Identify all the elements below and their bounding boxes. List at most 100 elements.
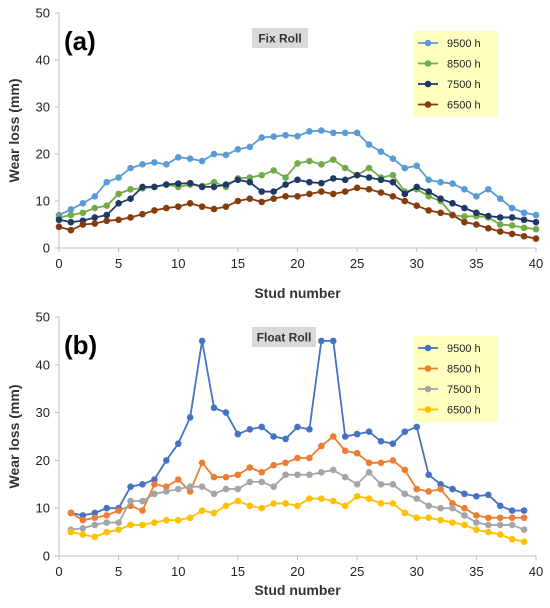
- y-tick-label: 30: [36, 405, 50, 420]
- data-point: [306, 178, 313, 186]
- x-tick-label: 5: [115, 564, 122, 579]
- data-point: [461, 185, 468, 193]
- data-point: [461, 521, 468, 529]
- data-point: [282, 131, 289, 139]
- data-point: [103, 528, 110, 536]
- data-point: [210, 473, 218, 481]
- data-point: [139, 507, 146, 514]
- data-point: [282, 174, 289, 181]
- data-point: [115, 190, 122, 198]
- x-tick-label: 30: [410, 564, 424, 579]
- data-point: [115, 519, 122, 526]
- data-point: [163, 181, 170, 188]
- data-point: [55, 223, 63, 231]
- data-point: [79, 209, 87, 217]
- data-point: [461, 504, 468, 512]
- data-point: [377, 189, 385, 196]
- y-tick-label: 40: [36, 53, 50, 68]
- series-7500-h: [67, 466, 528, 534]
- data-point: [473, 519, 480, 526]
- data-point: [91, 214, 99, 221]
- legend-swatch-marker: [424, 385, 432, 393]
- series-6500-h: [55, 184, 540, 242]
- y-tick-label: 10: [36, 194, 50, 209]
- data-point: [246, 195, 254, 202]
- data-point: [306, 128, 313, 135]
- data-point: [377, 437, 385, 445]
- data-point: [485, 212, 492, 220]
- data-point: [449, 519, 456, 526]
- data-point: [318, 469, 325, 476]
- data-point: [282, 181, 289, 188]
- data-point: [318, 127, 325, 134]
- series-8500-h: [67, 433, 528, 524]
- data-point: [437, 516, 444, 524]
- data-point: [389, 193, 397, 200]
- data-point: [294, 193, 301, 200]
- data-point: [318, 495, 325, 502]
- legend-label: 7500 h: [447, 79, 481, 91]
- legend-item: 9500 h: [418, 343, 481, 355]
- data-point: [437, 209, 444, 217]
- data-point: [258, 198, 266, 206]
- data-point: [318, 442, 325, 450]
- data-point: [389, 457, 397, 464]
- data-point: [485, 521, 492, 529]
- data-point: [449, 485, 456, 493]
- data-point: [508, 514, 516, 522]
- legend-item: 6500 h: [418, 100, 481, 112]
- data-point: [413, 423, 421, 431]
- data-point: [341, 164, 349, 172]
- x-tick-label: 10: [171, 564, 185, 579]
- data-point: [258, 134, 266, 141]
- data-point: [174, 180, 182, 187]
- data-point: [437, 195, 444, 202]
- data-point: [210, 404, 218, 412]
- data-point: [520, 526, 528, 534]
- data-point: [210, 150, 218, 158]
- data-point: [163, 457, 170, 464]
- data-point: [401, 509, 409, 517]
- title-box: [252, 28, 308, 48]
- data-point: [198, 183, 206, 191]
- data-point: [163, 516, 170, 524]
- data-point: [127, 185, 134, 193]
- data-point: [365, 185, 373, 193]
- data-point: [329, 466, 337, 474]
- data-point: [329, 433, 337, 440]
- data-point: [437, 485, 444, 493]
- data-point: [79, 516, 87, 524]
- data-point: [234, 497, 242, 505]
- data-point: [449, 504, 456, 512]
- legend-item: 8500 h: [418, 59, 481, 71]
- data-point: [234, 176, 242, 184]
- data-point: [353, 171, 361, 179]
- legend-label: 8500 h: [447, 364, 481, 376]
- data-point: [270, 188, 277, 195]
- data-point: [508, 507, 516, 514]
- data-point: [341, 447, 349, 455]
- data-point: [234, 197, 242, 205]
- data-point: [198, 337, 206, 345]
- x-tick-label: 40: [529, 564, 543, 579]
- data-point: [496, 228, 504, 235]
- data-point: [485, 528, 492, 536]
- data-point: [127, 164, 134, 172]
- x-axis-title: Stud number: [254, 285, 341, 301]
- legend-label: 8500 h: [447, 59, 481, 71]
- data-point: [91, 533, 99, 541]
- data-point: [91, 204, 99, 212]
- data-point: [282, 435, 289, 443]
- data-point: [449, 200, 456, 207]
- data-point: [496, 521, 504, 529]
- data-point: [294, 502, 301, 510]
- data-point: [174, 440, 182, 447]
- data-point: [103, 504, 110, 512]
- data-point: [520, 538, 528, 545]
- legend-item: 6500 h: [418, 405, 481, 417]
- data-point: [186, 488, 194, 495]
- data-point: [401, 490, 409, 498]
- legend-swatch-marker: [424, 39, 432, 47]
- data-point: [389, 155, 397, 162]
- data-point: [210, 178, 218, 186]
